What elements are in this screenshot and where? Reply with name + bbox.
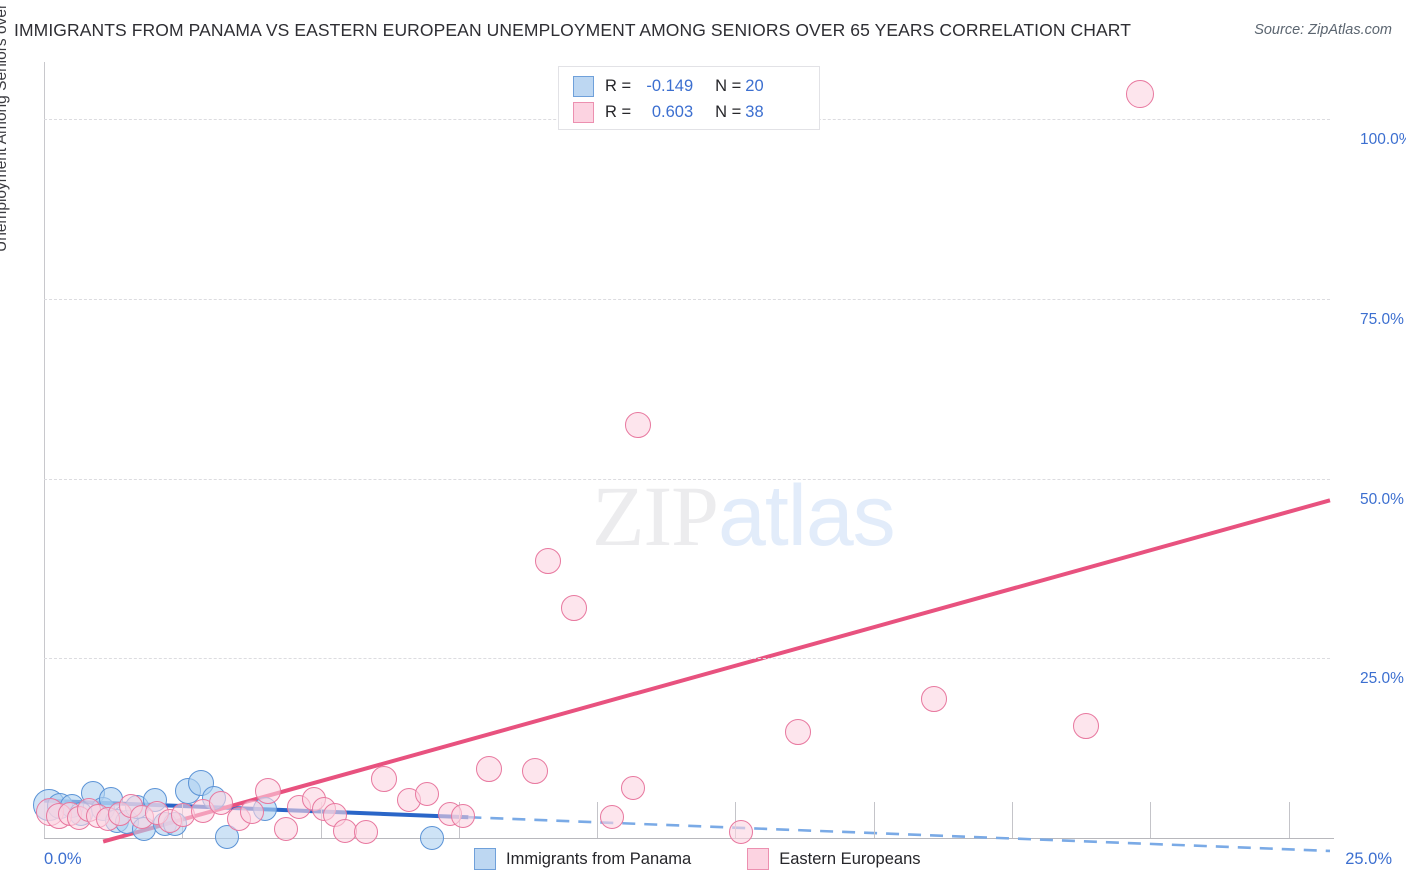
series-legend: Immigrants from Panama Eastern Europeans <box>474 848 967 870</box>
legend-label-eastern-europeans: Eastern Europeans <box>779 849 921 868</box>
gridline <box>44 658 1330 660</box>
data-point[interactable] <box>625 411 652 438</box>
data-point[interactable] <box>522 758 549 785</box>
legend-color-panama <box>474 848 496 870</box>
legend-item-eastern-europeans[interactable]: Eastern Europeans <box>747 848 921 870</box>
legend-swatch-eastern-europeans <box>573 101 594 123</box>
n-label-panama: N = <box>715 76 742 95</box>
plot-area: ZIPatlas 25.0% 50.0% 75.0% 100.0% <box>33 62 1406 853</box>
data-point[interactable] <box>240 800 265 825</box>
data-point[interactable] <box>535 548 562 575</box>
n-value-panama: 20 <box>745 76 764 95</box>
legend-color-eastern-europeans <box>747 848 770 870</box>
x-axis-tick <box>597 802 599 838</box>
data-point[interactable] <box>729 820 753 845</box>
data-point[interactable] <box>600 805 625 830</box>
data-point[interactable] <box>353 820 378 845</box>
y-axis-title: Unemployment Among Seniors over 65 years <box>0 0 10 252</box>
correlation-row-eastern-europeans: R = 0.603 N = 38 <box>573 99 764 125</box>
y-axis-tick-label: 25.0% <box>1360 670 1404 688</box>
data-point[interactable] <box>1072 712 1099 739</box>
zipatlas-watermark: ZIPatlas <box>592 466 896 566</box>
watermark-atlas: atlas <box>718 468 896 564</box>
data-point[interactable] <box>451 804 476 829</box>
page-title: IMMIGRANTS FROM PANAMA VS EASTERN EUROPE… <box>14 20 1132 40</box>
y-axis-tick-label: 50.0% <box>1360 490 1404 508</box>
correlation-legend: R = -0.149 N = 20 R = 0.603 N = 38 <box>558 66 820 130</box>
x-axis-min-label: 0.0% <box>44 850 82 868</box>
n-label-eastern-europeans: N = <box>715 102 742 121</box>
x-axis-tick <box>735 802 737 838</box>
x-axis-tick <box>873 802 875 838</box>
data-point[interactable] <box>920 686 947 713</box>
legend-label-panama: Immigrants from Panama <box>506 849 692 868</box>
y-axis-tick-label: 75.0% <box>1360 311 1404 329</box>
data-point[interactable] <box>1125 80 1154 109</box>
data-point[interactable] <box>560 595 587 622</box>
source-attribution: Source: ZipAtlas.com <box>1254 22 1392 38</box>
watermark-zip: ZIP <box>592 468 719 564</box>
data-point[interactable] <box>254 778 281 805</box>
r-value-eastern-europeans: 0.603 <box>651 102 694 121</box>
data-point[interactable] <box>420 826 445 850</box>
data-point[interactable] <box>620 776 645 801</box>
gridline <box>44 299 1330 301</box>
data-point[interactable] <box>475 756 502 783</box>
data-point[interactable] <box>170 803 195 827</box>
x-axis-tick <box>1288 802 1290 838</box>
correlation-row-panama: R = -0.149 N = 20 <box>573 73 764 99</box>
y-axis-line <box>44 62 45 838</box>
trendlines <box>43 498 1331 853</box>
n-value-eastern-europeans: 38 <box>745 102 764 121</box>
data-point[interactable] <box>415 782 440 807</box>
legend-item-panama[interactable]: Immigrants from Panama <box>474 848 691 870</box>
data-point[interactable] <box>273 817 298 842</box>
data-point[interactable] <box>370 766 397 793</box>
x-axis-tick <box>1150 802 1152 838</box>
legend-swatch-panama <box>573 75 594 97</box>
r-label-eastern-europeans: R = <box>605 102 632 121</box>
x-axis-tick <box>1011 802 1013 838</box>
gridline <box>44 478 1330 480</box>
x-axis-max-label: 25.0% <box>1345 850 1392 868</box>
data-point[interactable] <box>784 718 811 745</box>
r-label-panama: R = <box>605 76 632 95</box>
y-axis-tick-label: 100.0% <box>1360 131 1406 149</box>
r-value-panama: -0.149 <box>646 76 694 95</box>
